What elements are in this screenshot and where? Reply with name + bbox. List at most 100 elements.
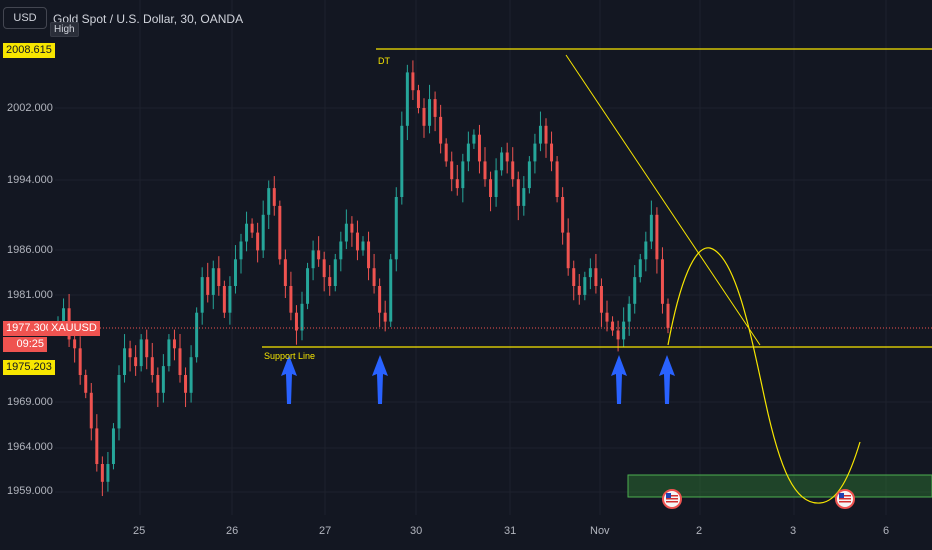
candle-body: [272, 188, 276, 206]
candle-body: [483, 161, 487, 180]
economic-event-icons: [662, 489, 855, 509]
high-price-tag: 2008.615: [3, 43, 55, 58]
candle-body: [378, 286, 382, 313]
candle-body: [211, 268, 215, 295]
time-tick: 3: [790, 525, 797, 537]
candle-body: [139, 339, 143, 367]
descending-trendline: [565, 54, 761, 346]
flag-stripe: [839, 501, 851, 503]
flag-stripe: [666, 501, 678, 503]
candle-body: [361, 241, 365, 251]
candle-body: [172, 339, 176, 349]
symbol-tag: XAUUSD: [48, 321, 100, 336]
candle-body: [505, 152, 509, 162]
time-tick: Nov: [590, 525, 610, 537]
time-tick: 25: [133, 525, 146, 537]
candle-body: [145, 339, 149, 358]
candle-body: [184, 375, 188, 393]
support-touch-arrows: [281, 355, 675, 404]
candle-body: [599, 286, 603, 313]
candle-body: [106, 464, 110, 482]
candle-body: [588, 268, 592, 278]
candle-body: [522, 188, 526, 206]
candle-body: [78, 348, 82, 375]
candle-body: [322, 259, 326, 278]
time-tick: 6: [883, 525, 890, 537]
candle-body: [333, 259, 337, 286]
chart-title: Gold Spot / U.S. Dollar, 30, OANDA: [53, 12, 244, 26]
candle-body: [544, 125, 548, 144]
chart-grid: [55, 0, 932, 515]
time-tick: 26: [226, 525, 239, 537]
candle-body: [228, 286, 232, 313]
candle-body: [206, 277, 210, 295]
forecast-path: [667, 247, 861, 504]
flag-canton: [839, 493, 844, 498]
candle-body: [444, 143, 448, 162]
price-tick: 1969.000: [7, 396, 53, 408]
candle-body: [561, 197, 565, 233]
candle-body: [627, 303, 631, 322]
target-zone: [627, 474, 932, 498]
candle-body: [217, 268, 221, 286]
candle-body: [100, 464, 104, 482]
candle-body: [550, 143, 554, 162]
candle-body: [405, 72, 409, 126]
candle-body: [455, 179, 459, 189]
candle-body: [666, 303, 670, 328]
candle-body: [527, 161, 531, 189]
candle-body: [367, 241, 371, 269]
candle-body: [178, 348, 182, 375]
candle-body: [394, 197, 398, 260]
candle-body: [477, 134, 481, 162]
time-tick: 31: [504, 525, 517, 537]
candle-body: [289, 286, 293, 313]
candle-body: [278, 205, 282, 260]
current-price-tag: 1977.300: [3, 321, 55, 336]
candle-body: [128, 348, 132, 358]
support-line-label: Support Line: [264, 351, 316, 361]
currency-button[interactable]: USD: [3, 7, 47, 29]
candle-body: [389, 259, 393, 322]
high-badge: High: [50, 22, 79, 37]
price-tick: 1986.000: [7, 244, 53, 256]
candle-body: [150, 357, 154, 375]
candle-body: [655, 214, 659, 260]
candle-body: [538, 125, 542, 144]
candle-body: [200, 277, 204, 313]
time-tick: 2: [696, 525, 703, 537]
flag-stripe: [666, 498, 678, 500]
candle-body: [350, 223, 354, 233]
candle-body: [317, 250, 321, 260]
candle-body: [511, 161, 515, 180]
candle-body: [622, 321, 626, 340]
candle-body: [306, 268, 310, 304]
candle-body: [233, 259, 237, 286]
candle-body: [566, 232, 570, 269]
candle-body: [134, 357, 138, 367]
candle-body: [261, 214, 265, 251]
candle-body: [89, 392, 93, 429]
candle-body: [167, 339, 171, 367]
price-tick: 1959.000: [7, 485, 53, 497]
candle-body: [256, 232, 260, 251]
candle-body: [267, 188, 271, 215]
candle-body: [339, 241, 343, 260]
candle-body: [156, 375, 160, 393]
candle-body: [311, 250, 315, 269]
candle-body: [555, 161, 559, 197]
candle-body: [189, 357, 193, 393]
candle-body: [411, 72, 415, 91]
flag-stripe: [666, 495, 678, 497]
candle-body: [95, 428, 99, 464]
candle-body: [439, 116, 443, 144]
candle-body: [472, 134, 476, 144]
candle-body: [605, 312, 609, 322]
up-arrow-icon: [372, 355, 388, 404]
flag-canton: [666, 493, 671, 498]
up-arrow-icon: [659, 355, 675, 404]
up-arrow-icon: [281, 355, 297, 404]
candle-body: [649, 214, 653, 242]
candle-body: [372, 268, 376, 286]
